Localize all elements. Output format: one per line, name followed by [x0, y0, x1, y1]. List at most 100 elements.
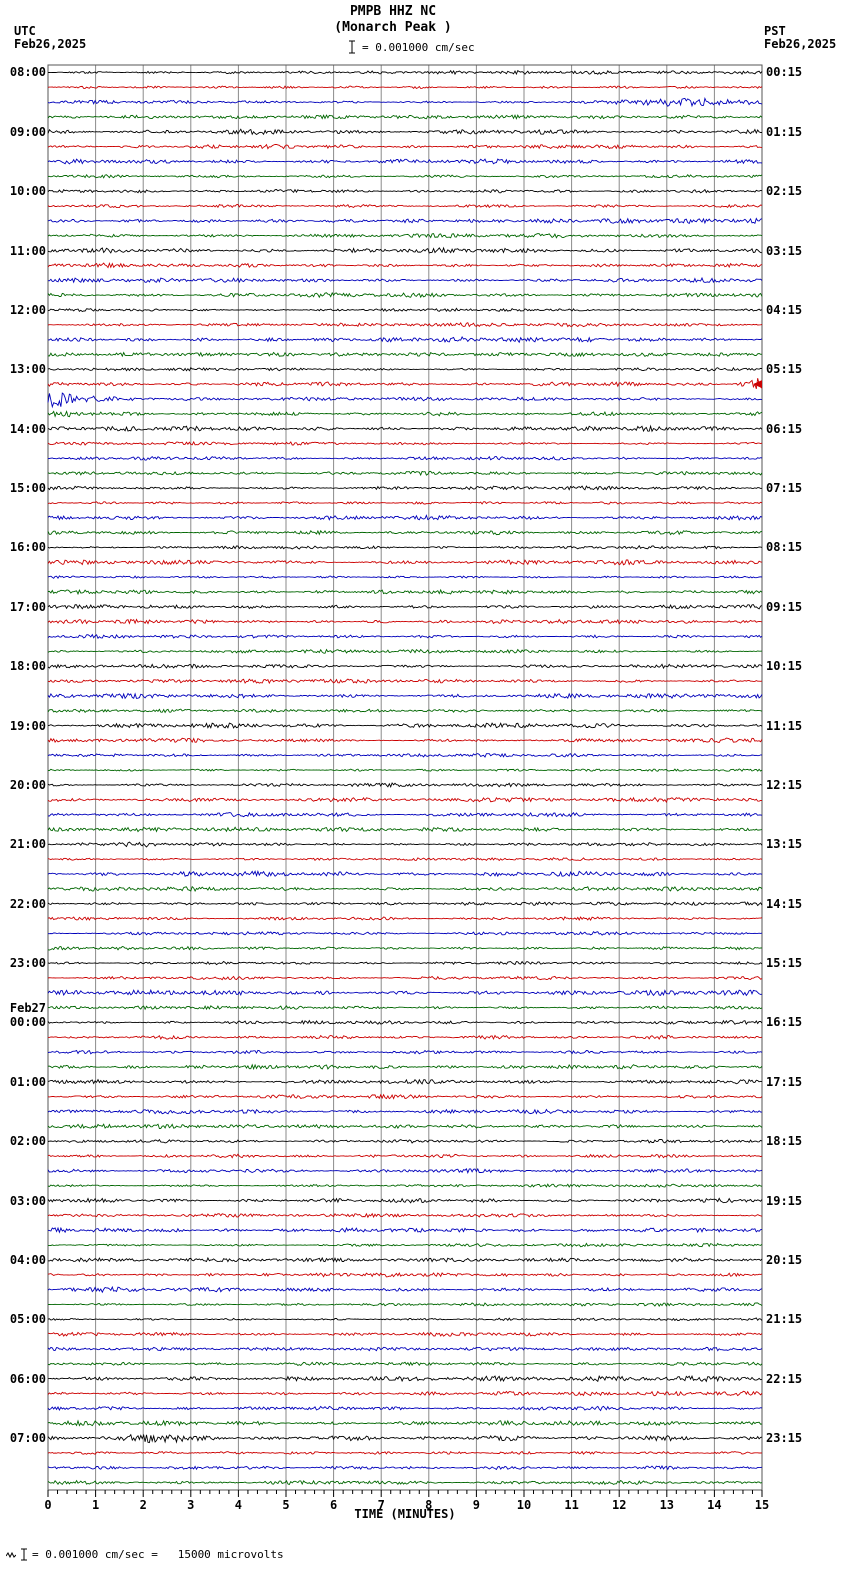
utc-hour-label: 19:00: [9, 718, 46, 733]
time-axis-label: TIME (MINUTES): [354, 1507, 456, 1521]
utc-hour-label: 04:00: [9, 1252, 46, 1267]
utc-hour-label: 07:00: [9, 1431, 46, 1446]
seismic-trace-row-36: [47, 604, 763, 610]
seismic-trace-row-54: [47, 870, 763, 878]
footer-scale-text: = 0.001000 cm/sec = 15000 microvolts: [32, 1548, 284, 1561]
scale-bracket-icon: [21, 1548, 27, 1561]
seismic-trace-row-64: [47, 1019, 763, 1025]
seismic-trace-row-33: [47, 559, 763, 566]
seismic-trace-row-49: [47, 796, 763, 803]
axis-tick-label: 2: [140, 1498, 147, 1512]
seismic-trace-row-58: [48, 930, 763, 936]
pst-hour-label: 04:15: [766, 302, 803, 317]
seismic-trace-row-90: [47, 1405, 763, 1412]
seismic-trace-row-53: [47, 857, 763, 862]
seismic-trace-row-40: [47, 663, 763, 670]
axis-tick-labels: 0 1 2 3 4 5 6 7 8 9 10 11 12 13 14 15: [44, 1498, 769, 1512]
seismic-trace-row-88: [47, 1375, 763, 1383]
seismic-trace-row-94: [47, 1465, 763, 1471]
seismic-trace-row-68: [47, 1078, 763, 1085]
pst-hour-label: 05:15: [766, 362, 803, 377]
seismic-trace-row-37: [47, 618, 763, 625]
seismic-trace-row-35: [47, 588, 763, 596]
seismic-trace-row-81: [47, 1272, 763, 1278]
pst-hour-label: 00:15: [766, 65, 803, 80]
seismic-trace-row-14: [47, 276, 763, 284]
utc-hour-label: 06:00: [9, 1371, 46, 1386]
pst-hour-label: 22:15: [766, 1371, 803, 1386]
seismic-trace-row-22: [47, 392, 763, 409]
seismic-trace-row-86: [47, 1346, 763, 1352]
utc-hour-label: 15:00: [9, 481, 46, 496]
seismic-trace-row-0: [47, 69, 763, 76]
pst-hour-label: 21:15: [766, 1312, 803, 1327]
seismic-trace-row-87: [47, 1361, 763, 1367]
axis-tick-label: 7: [378, 1498, 385, 1512]
seismic-trace-row-19: [47, 351, 763, 358]
seismic-trace-row-47: [47, 768, 763, 772]
seismic-trace-row-31: [47, 529, 763, 536]
pst-hour-label: 01:15: [766, 124, 803, 139]
pst-hour-label: 03:15: [766, 243, 803, 258]
axis-tick-label: 1: [92, 1498, 99, 1512]
axis-ticks: [47, 1490, 763, 1497]
axis-tick-label: 5: [282, 1498, 289, 1512]
utc-hour-label: 03:00: [9, 1193, 46, 1208]
utc-hour-label: 05:00: [9, 1312, 46, 1327]
seismic-trace-row-20: [47, 366, 763, 372]
seismic-trace-row-56: [47, 901, 763, 907]
axis-tick-label: 10: [517, 1498, 531, 1512]
seismic-trace-row-51: [47, 826, 763, 833]
seismic-trace-row-11: [47, 233, 763, 239]
seismic-trace-row-41: [47, 678, 763, 685]
pst-hour-label: 02:15: [766, 184, 803, 199]
seismic-trace-row-39: [47, 648, 763, 654]
seismic-trace-row-50: [47, 811, 763, 818]
axis-tick-label: 4: [235, 1498, 242, 1512]
seismic-trace-row-66: [47, 1049, 763, 1055]
date-break-label: Feb27: [9, 1001, 46, 1016]
pst-hour-label: 20:15: [766, 1252, 803, 1267]
seismic-trace-row-77: [47, 1212, 763, 1219]
utc-hour-label: 20:00: [9, 777, 46, 792]
utc-hour-label: 00:00: [9, 1015, 46, 1030]
seismic-trace-row-46: [47, 752, 763, 758]
seismic-trace-row-62: [47, 988, 763, 997]
pst-hour-label: 06:15: [766, 421, 803, 436]
seismic-trace-row-2: [47, 96, 763, 108]
seismic-trace-row-89: [47, 1390, 763, 1397]
axis-tick-label: 12: [612, 1498, 626, 1512]
utc-hour-label: 23:00: [9, 956, 46, 971]
utc-hour-label: 17:00: [9, 599, 46, 614]
seismic-trace-row-1: [47, 85, 763, 90]
axis-tick-label: 9: [473, 1498, 480, 1512]
station-title: PMPB HHZ NC: [349, 4, 437, 19]
seismic-trace-row-76: [47, 1197, 763, 1204]
seismic-trace-row-5: [47, 143, 763, 150]
utc-hour-label: 18:00: [9, 659, 46, 674]
axis-tick-label: 14: [707, 1498, 721, 1512]
seismic-trace-row-95: [47, 1479, 763, 1486]
seismic-trace-row-79: [48, 1242, 763, 1248]
seismic-trace-row-45: [47, 737, 763, 744]
utc-hour-label: 10:00: [9, 184, 46, 199]
event-continuation-marker: [753, 380, 762, 389]
seismic-trace-row-59: [47, 945, 763, 951]
scale-label: = 0.001000 cm/sec: [362, 40, 475, 54]
seismic-trace-row-17: [47, 322, 763, 328]
seismic-trace-row-23: [47, 410, 763, 418]
seismic-trace-row-27: [47, 470, 763, 477]
station-location: (Monarch Peak ): [334, 20, 452, 35]
pst-hour-label: 09:15: [766, 599, 803, 614]
seismic-trace-row-4: [47, 128, 762, 136]
seismic-trace-row-26: [47, 455, 763, 461]
utc-hour-label: 16:00: [9, 540, 46, 555]
left-timezone-label: UTC: [14, 24, 36, 38]
utc-hour-label: 21:00: [9, 837, 46, 852]
axis-tick-label: 8: [425, 1498, 432, 1512]
axis-tick-label: 11: [564, 1498, 578, 1512]
seismic-trace-row-57: [47, 916, 763, 922]
seismic-trace-row-60: [47, 960, 763, 966]
seismic-trace-row-42: [47, 692, 763, 700]
